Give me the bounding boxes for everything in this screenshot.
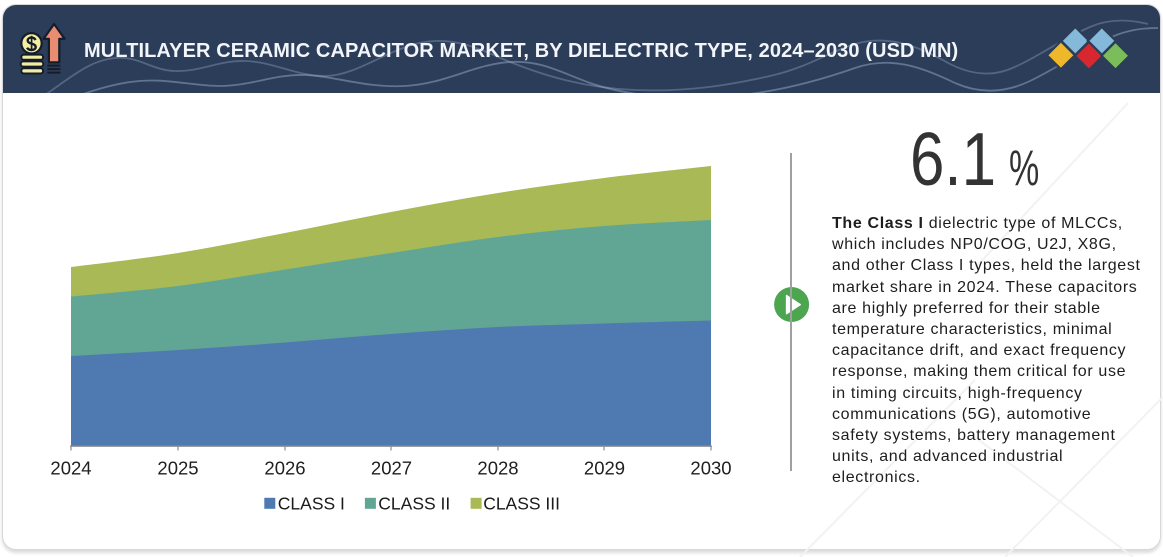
svg-text:2025: 2025 — [157, 458, 198, 479]
svg-text:CLASS III: CLASS III — [483, 494, 560, 514]
svg-text:CLASS I: CLASS I — [278, 494, 345, 514]
svg-text:2029: 2029 — [584, 458, 625, 479]
svg-text:2030: 2030 — [690, 458, 731, 479]
svg-text:2027: 2027 — [371, 458, 412, 479]
svg-text:2024: 2024 — [50, 458, 91, 479]
svg-text:CLASS II: CLASS II — [378, 494, 450, 514]
svg-text:2028: 2028 — [477, 458, 518, 479]
svg-text:2026: 2026 — [264, 458, 305, 479]
